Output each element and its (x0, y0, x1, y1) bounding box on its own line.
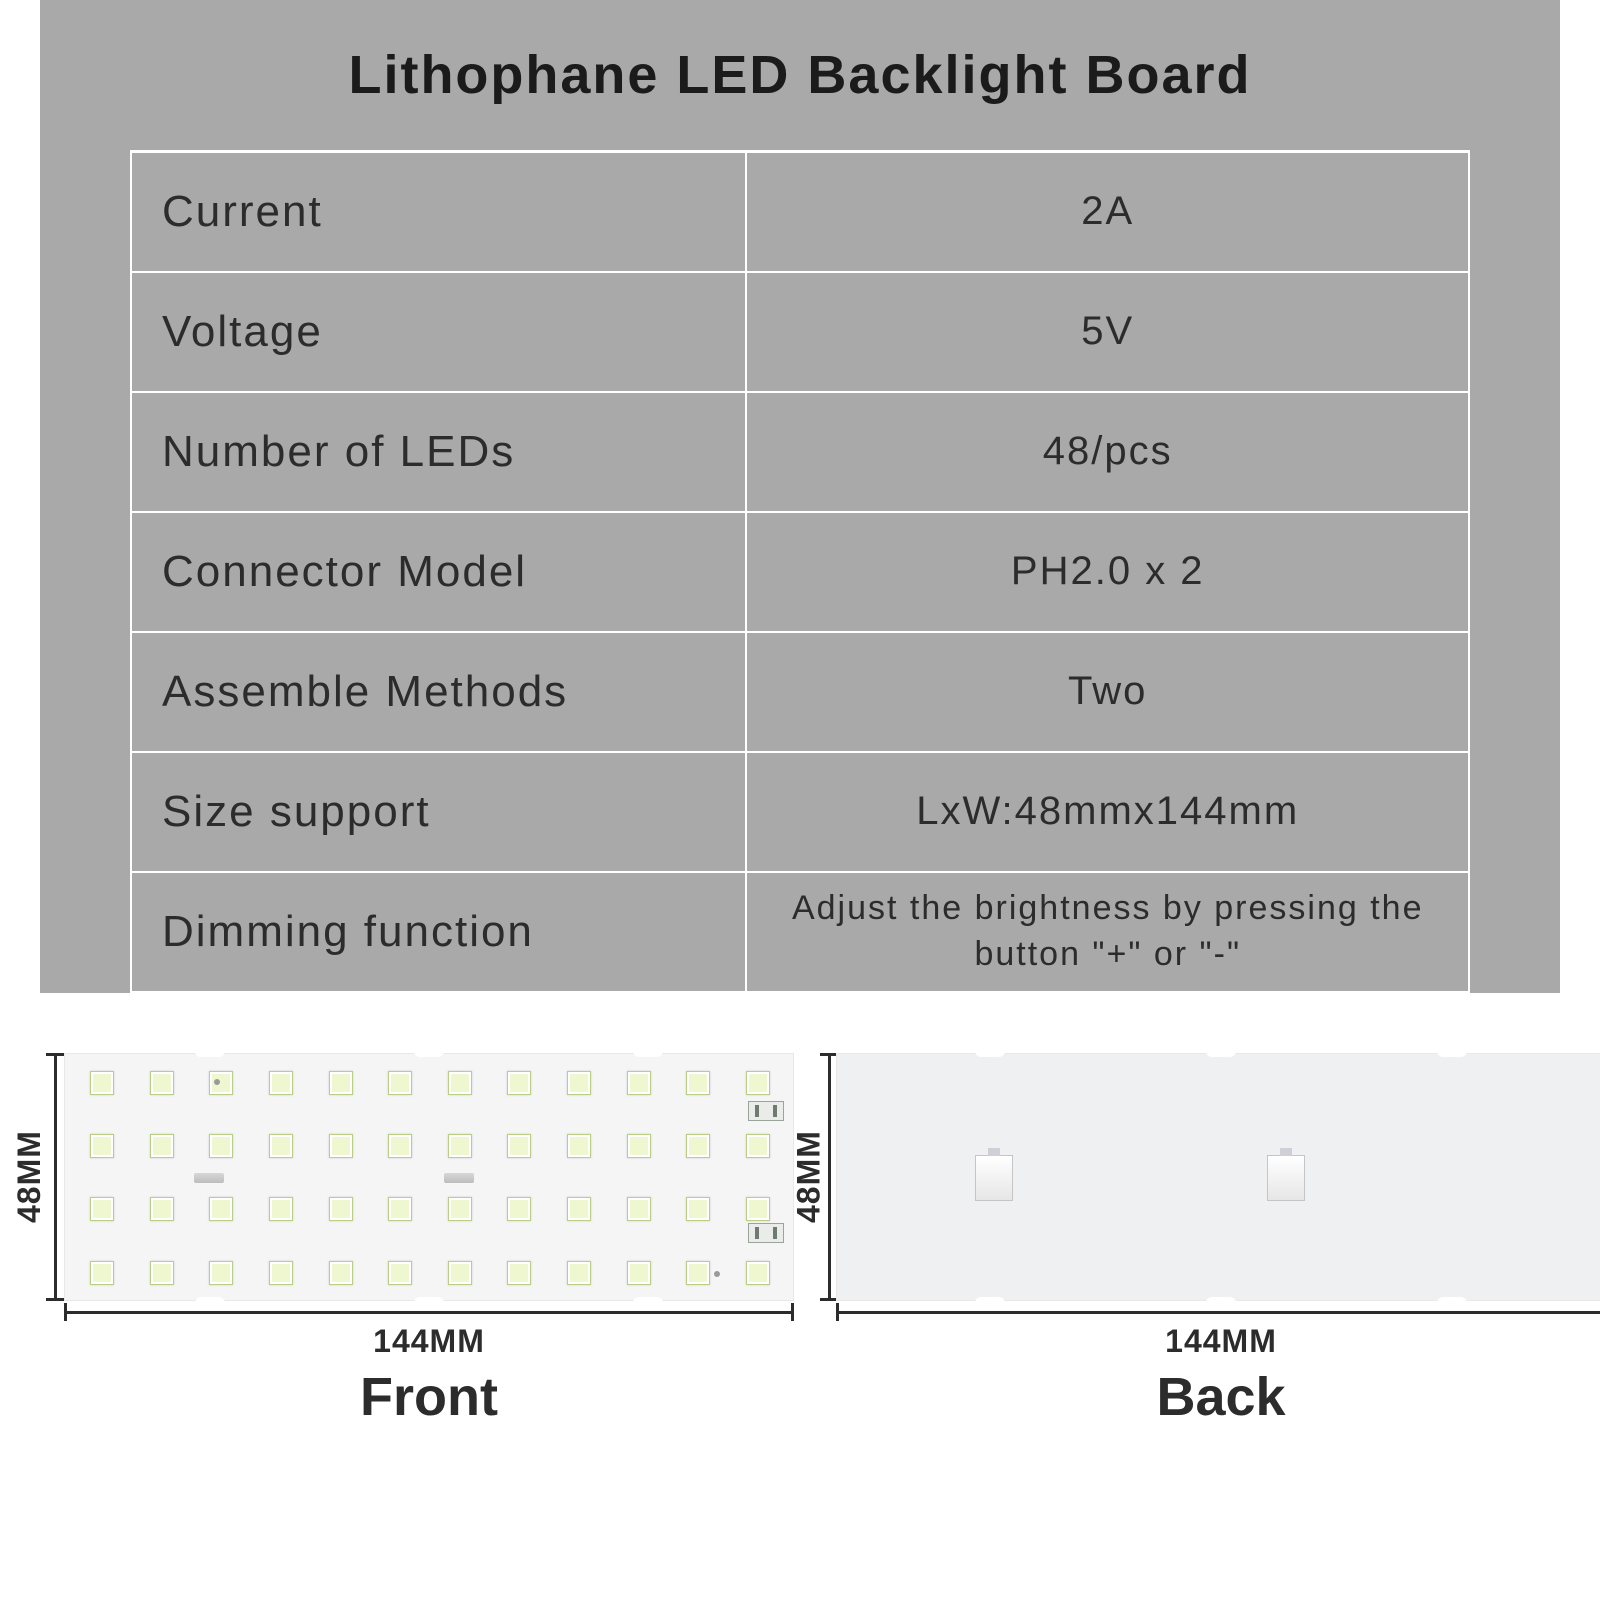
page-title: Lithophane LED Backlight Board (40, 0, 1560, 150)
led-icon (150, 1261, 174, 1285)
led-icon (209, 1134, 233, 1158)
via-icon (714, 1271, 720, 1277)
board-back-pcb (836, 1053, 1600, 1301)
spec-label: Current (131, 152, 746, 272)
via-icon (214, 1079, 220, 1085)
led-icon (269, 1197, 293, 1221)
spec-row: Size supportLxW:48mmx144mm (131, 752, 1469, 872)
led-icon (567, 1071, 591, 1095)
spec-label: Number of LEDs (131, 392, 746, 512)
led-icon (448, 1261, 472, 1285)
board-back-label: Back (836, 1366, 1600, 1428)
spec-label: Assemble Methods (131, 632, 746, 752)
led-icon (567, 1261, 591, 1285)
led-icon (686, 1071, 710, 1095)
led-icon (507, 1197, 531, 1221)
spec-value: Adjust the brightness by pressing the bu… (746, 872, 1469, 992)
led-icon (686, 1197, 710, 1221)
led-icon (746, 1134, 770, 1158)
board-front-pcb (64, 1053, 794, 1301)
spec-row: Voltage5V (131, 272, 1469, 392)
spec-table: Current2AVoltage5VNumber of LEDs48/pcsCo… (130, 150, 1470, 993)
led-icon (627, 1134, 651, 1158)
spec-value: LxW:48mmx144mm (746, 752, 1469, 872)
led-icon (507, 1134, 531, 1158)
led-icon (448, 1197, 472, 1221)
spec-value: 2A (746, 152, 1469, 272)
board-back-group: 48MM 144MM Back (794, 1053, 1600, 1428)
led-icon (627, 1261, 651, 1285)
spec-row: Number of LEDs48/pcs (131, 392, 1469, 512)
spec-label: Connector Model (131, 512, 746, 632)
led-icon (90, 1261, 114, 1285)
led-icon (150, 1134, 174, 1158)
led-icon (388, 1197, 412, 1221)
spec-row: Current2A (131, 152, 1469, 272)
led-icon (209, 1261, 233, 1285)
spec-row: Assemble MethodsTwo (131, 632, 1469, 752)
spec-label: Voltage (131, 272, 746, 392)
led-icon (567, 1197, 591, 1221)
spec-label: Dimming function (131, 872, 746, 992)
led-icon (90, 1071, 114, 1095)
led-icon (90, 1134, 114, 1158)
led-icon (150, 1071, 174, 1095)
led-icon (388, 1071, 412, 1095)
led-icon (686, 1261, 710, 1285)
led-icon (150, 1197, 174, 1221)
led-icon (507, 1261, 531, 1285)
led-icon (448, 1071, 472, 1095)
spec-label: Size support (131, 752, 746, 872)
board-front-group: 48MM 144MM Front (8, 1053, 794, 1428)
boards-row: 48MM 144MM Front 48MM 144MM Back (0, 1023, 1600, 1428)
board-front-label: Front (64, 1366, 794, 1428)
spec-value: 5V (746, 272, 1469, 392)
led-icon (507, 1071, 531, 1095)
led-icon (686, 1134, 710, 1158)
connector-icon (1267, 1155, 1305, 1201)
front-height-dim: 48MM (8, 1053, 50, 1301)
led-icon (329, 1197, 353, 1221)
back-height-dim: 48MM (794, 1053, 824, 1301)
led-icon (209, 1071, 233, 1095)
led-icon (746, 1197, 770, 1221)
front-width-dim: 144MM (64, 1323, 794, 1360)
connector-icon (975, 1155, 1013, 1201)
led-icon (329, 1261, 353, 1285)
solder-icon (444, 1173, 474, 1183)
led-icon (329, 1071, 353, 1095)
led-icon (388, 1261, 412, 1285)
led-icon (746, 1261, 770, 1285)
spec-value: 48/pcs (746, 392, 1469, 512)
led-icon (627, 1197, 651, 1221)
led-icon (269, 1261, 293, 1285)
connector-icon (748, 1101, 784, 1121)
spec-value: PH2.0 x 2 (746, 512, 1469, 632)
led-icon (388, 1134, 412, 1158)
led-icon (746, 1071, 770, 1095)
led-icon (209, 1197, 233, 1221)
led-icon (627, 1071, 651, 1095)
spec-panel: Lithophane LED Backlight Board Current2A… (40, 0, 1560, 993)
led-icon (269, 1134, 293, 1158)
solder-icon (194, 1173, 224, 1183)
spec-row: Connector ModelPH2.0 x 2 (131, 512, 1469, 632)
led-icon (448, 1134, 472, 1158)
connector-icon (748, 1223, 784, 1243)
led-icon (269, 1071, 293, 1095)
spec-value: Two (746, 632, 1469, 752)
led-icon (90, 1197, 114, 1221)
spec-row: Dimming functionAdjust the brightness by… (131, 872, 1469, 992)
back-width-dim: 144MM (836, 1323, 1600, 1360)
led-icon (567, 1134, 591, 1158)
led-icon (329, 1134, 353, 1158)
